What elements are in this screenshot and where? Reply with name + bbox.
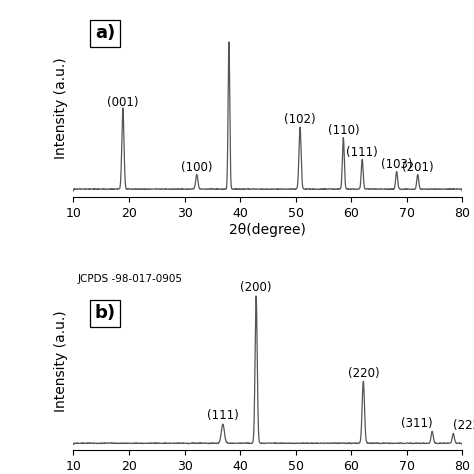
Text: (200): (200) bbox=[240, 281, 272, 294]
Text: (220): (220) bbox=[347, 366, 379, 380]
Text: (201): (201) bbox=[402, 161, 434, 173]
Text: (110): (110) bbox=[328, 124, 359, 137]
X-axis label: 2θ(degree): 2θ(degree) bbox=[229, 223, 306, 237]
Text: (001): (001) bbox=[107, 96, 138, 109]
Y-axis label: Intensity (a.u.): Intensity (a.u.) bbox=[54, 57, 68, 159]
Text: (222): (222) bbox=[453, 419, 474, 432]
Text: JCPDS -98-017-0905: JCPDS -98-017-0905 bbox=[77, 274, 182, 284]
Text: (100): (100) bbox=[181, 161, 212, 173]
Text: (111): (111) bbox=[207, 410, 239, 422]
Text: (102): (102) bbox=[284, 113, 316, 127]
Text: (103): (103) bbox=[381, 158, 412, 171]
Y-axis label: Intensity (a.u.): Intensity (a.u.) bbox=[54, 310, 68, 412]
Text: b): b) bbox=[95, 304, 116, 322]
Text: a): a) bbox=[95, 24, 115, 42]
Text: (311): (311) bbox=[401, 417, 432, 429]
Text: (111): (111) bbox=[346, 146, 378, 159]
